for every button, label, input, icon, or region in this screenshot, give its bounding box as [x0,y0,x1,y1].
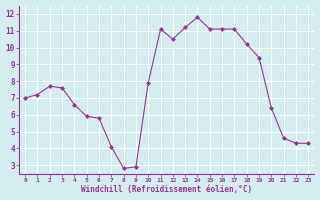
X-axis label: Windchill (Refroidissement éolien,°C): Windchill (Refroidissement éolien,°C) [81,185,252,194]
